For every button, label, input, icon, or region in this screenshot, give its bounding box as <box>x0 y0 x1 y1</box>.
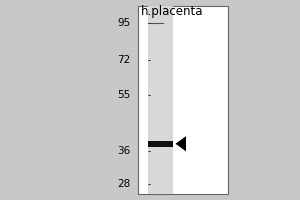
Polygon shape <box>176 136 186 151</box>
Text: 28: 28 <box>117 179 130 189</box>
FancyBboxPatch shape <box>148 141 173 147</box>
Text: 55: 55 <box>117 90 130 100</box>
Text: 95: 95 <box>117 18 130 28</box>
Text: h.placenta: h.placenta <box>141 5 204 18</box>
FancyBboxPatch shape <box>138 6 228 194</box>
Text: 72: 72 <box>117 55 130 65</box>
FancyBboxPatch shape <box>148 6 173 194</box>
Text: 36: 36 <box>117 146 130 156</box>
